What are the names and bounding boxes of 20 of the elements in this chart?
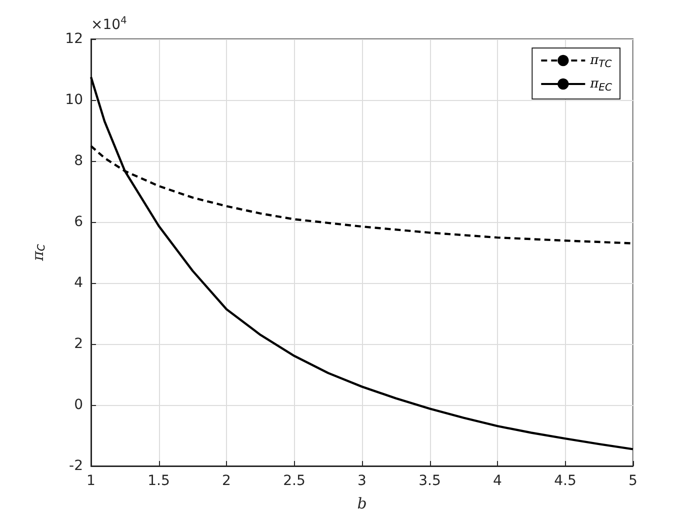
x-axis-title: b (357, 494, 367, 512)
x-tick-label: 2.5 (283, 473, 306, 489)
y-tick-label: 0 (74, 397, 83, 413)
x-tick-label: 3 (358, 473, 366, 489)
y-tick-label: -2 (69, 458, 83, 474)
y-tick-label: 6 (74, 214, 84, 230)
y-tick-label: 2 (74, 336, 83, 352)
y-axis-title: πC (29, 244, 48, 262)
y-tick-label: 12 (65, 31, 83, 47)
y-tick-label: 4 (74, 275, 84, 291)
x-tick-label: 5 (628, 473, 638, 489)
y-tick-label: 10 (65, 92, 83, 108)
x-tick-label: 1 (86, 473, 96, 489)
x-tick-label: 4.5 (554, 473, 576, 489)
y-tick-label: 8 (74, 153, 83, 169)
line-series (90, 76, 634, 450)
x-tick-label: 1.5 (148, 473, 170, 489)
x-tick-label: 4 (493, 473, 502, 489)
x-tick-label: 2 (222, 473, 231, 489)
x-tick-label: 3.5 (418, 473, 441, 489)
